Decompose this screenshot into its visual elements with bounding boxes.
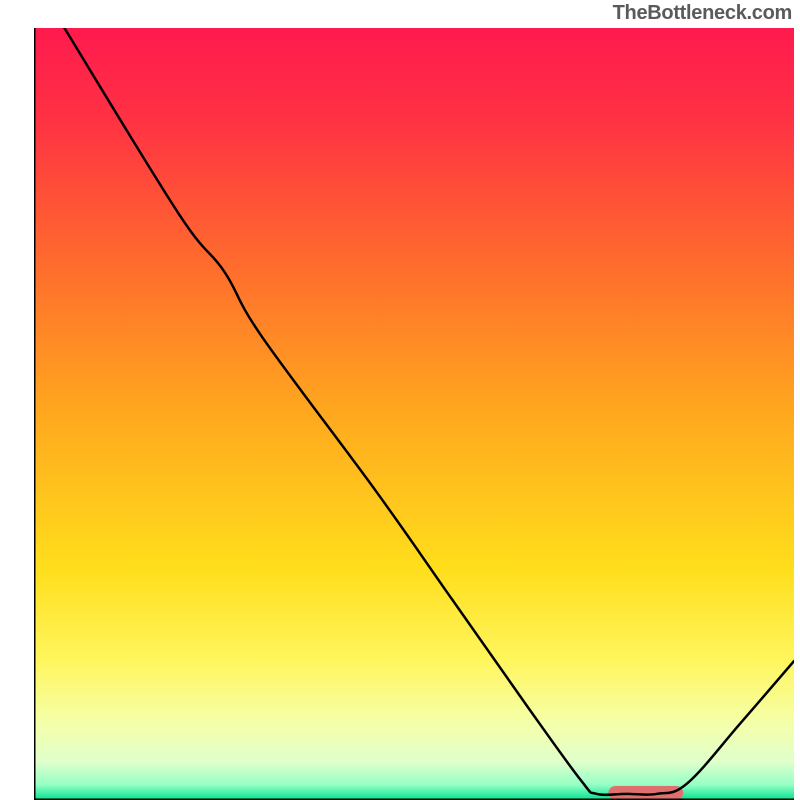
plot-svg [34,28,794,800]
plot-area [34,28,794,800]
chart-frame: TheBottleneck.com [0,0,800,800]
gradient-fill [34,28,794,800]
brand-watermark: TheBottleneck.com [613,2,792,25]
